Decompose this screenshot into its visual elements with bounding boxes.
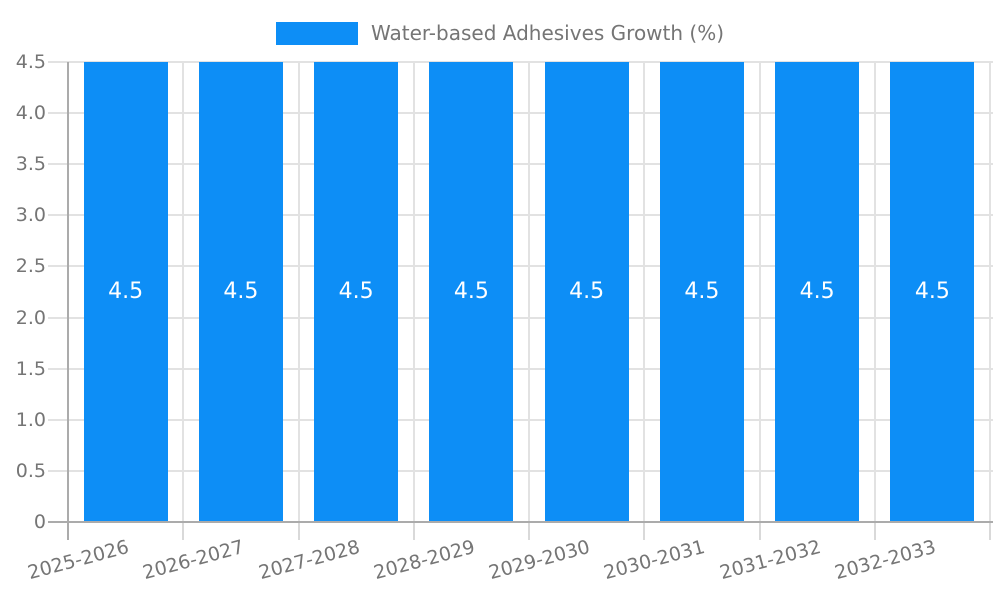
x-axis-label: 2027-2028 xyxy=(256,536,362,585)
y-gridline xyxy=(48,61,993,63)
bar-value-label: 4.5 xyxy=(799,279,835,304)
bar[interactable] xyxy=(198,62,283,522)
x-axis-label: 2032-2033 xyxy=(832,536,939,585)
x-gridline xyxy=(297,62,300,522)
y-axis-label: 0 xyxy=(33,511,46,533)
x-tick-mark xyxy=(873,522,876,540)
y-axis-label: 1.0 xyxy=(15,408,46,431)
y-gridline xyxy=(48,316,993,319)
bar[interactable] xyxy=(314,62,399,522)
y-gridline xyxy=(48,469,993,472)
y-axis-label: 0.5 xyxy=(15,459,46,482)
bar[interactable] xyxy=(775,62,860,522)
y-gridline xyxy=(48,163,993,166)
bar-value-label: 4.5 xyxy=(108,279,144,304)
y-gridline xyxy=(48,265,993,268)
bar-value-label: 4.5 xyxy=(223,279,259,304)
x-gridline xyxy=(182,62,185,522)
bar-value-label: 4.5 xyxy=(914,279,950,304)
x-gridline xyxy=(528,62,530,522)
y-axis-spine xyxy=(67,62,69,540)
legend-swatch xyxy=(275,21,358,45)
bar[interactable] xyxy=(659,62,744,522)
x-gridline xyxy=(989,62,991,522)
x-axis-label: 2031-2032 xyxy=(717,536,823,585)
bar-value-label: 4.5 xyxy=(569,279,605,304)
x-gridline xyxy=(412,62,415,522)
x-gridline xyxy=(643,62,646,522)
y-axis-label: 4.0 xyxy=(15,102,46,125)
y-gridline xyxy=(48,367,993,370)
x-axis-label: 2028-2029 xyxy=(371,536,478,585)
y-gridline xyxy=(48,112,993,115)
y-gridline xyxy=(48,214,993,217)
y-gridline xyxy=(48,418,993,421)
x-gridline xyxy=(758,62,761,522)
y-axis-label: 3.5 xyxy=(15,153,46,176)
y-axis-label: 4.5 xyxy=(15,51,46,73)
legend-label: Water-based Adhesives Growth (%) xyxy=(370,21,725,45)
x-axis-label: 2025-2026 xyxy=(25,536,132,585)
bar-value-label: 4.5 xyxy=(338,279,374,304)
y-axis-label: 1.5 xyxy=(15,357,46,380)
bar[interactable] xyxy=(544,62,629,522)
x-axis-label: 2026-2027 xyxy=(140,536,247,585)
legend[interactable]: Water-based Adhesives Growth (%) xyxy=(0,21,1000,45)
x-tick-mark xyxy=(528,522,530,540)
x-tick-mark xyxy=(297,522,300,540)
y-axis-label: 2.5 xyxy=(15,255,46,278)
x-axis-label: 2030-2031 xyxy=(601,536,708,585)
y-axis-label: 2.0 xyxy=(15,306,46,329)
x-axis-label: 2029-2030 xyxy=(486,536,593,585)
bar[interactable] xyxy=(890,62,975,522)
bar-value-label: 4.5 xyxy=(453,279,489,304)
bar[interactable] xyxy=(429,62,514,522)
y-gridline xyxy=(48,521,993,523)
bar-value-label: 4.5 xyxy=(684,279,720,304)
x-tick-mark xyxy=(182,522,185,540)
bar[interactable] xyxy=(83,62,168,522)
x-tick-mark xyxy=(412,522,415,540)
y-axis-label: 3.0 xyxy=(15,204,46,227)
x-gridline xyxy=(873,62,876,522)
x-tick-mark xyxy=(989,522,991,540)
x-tick-mark xyxy=(758,522,761,540)
x-tick-mark xyxy=(643,522,646,540)
